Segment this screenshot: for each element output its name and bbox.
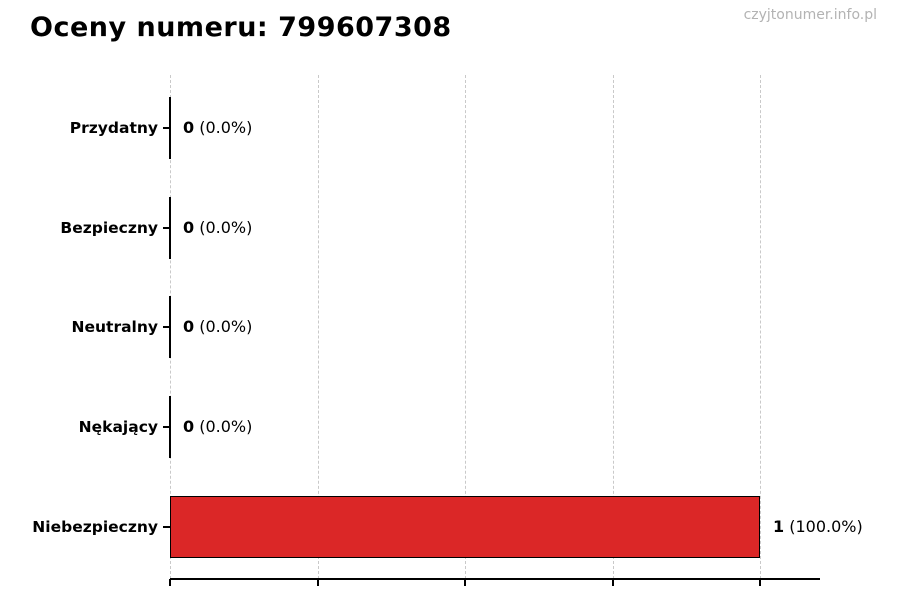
value-label: 0 (0.0%) xyxy=(183,217,252,239)
bar xyxy=(168,396,171,459)
bar xyxy=(170,495,760,558)
value-count: 0 xyxy=(183,217,195,237)
chart-title: Oceny numeru: 799607308 xyxy=(30,12,452,43)
value-percent: (0.0%) xyxy=(194,317,253,337)
value-label: 0 (0.0%) xyxy=(183,416,252,438)
site-watermark: czyjtonumer.info.pl xyxy=(743,7,877,23)
bar xyxy=(168,296,171,359)
value-count: 0 xyxy=(183,118,195,137)
value-count: 1 xyxy=(773,516,785,536)
value-percent: (0.0%) xyxy=(194,118,253,137)
x-gridline xyxy=(612,75,614,579)
y-axis-tick xyxy=(163,426,170,429)
x-gridline xyxy=(317,75,319,579)
x-axis-tick xyxy=(464,579,466,586)
value-count: 0 xyxy=(183,317,195,337)
x-axis-tick xyxy=(169,579,171,586)
y-axis-tick xyxy=(163,326,170,329)
y-axis-tick xyxy=(163,525,170,528)
category-label: Nękający xyxy=(78,418,158,437)
value-percent: (0.0%) xyxy=(194,417,253,437)
bar xyxy=(168,97,171,159)
value-label: 0 (0.0%) xyxy=(183,316,252,338)
value-label: 1 (100.0%) xyxy=(773,516,863,538)
category-label: Neutralny xyxy=(71,318,158,337)
category-label: Niebezpieczny xyxy=(32,517,158,536)
category-label: Bezpieczny xyxy=(60,218,158,237)
value-percent: (0.0%) xyxy=(194,217,253,237)
x-gridline xyxy=(465,75,466,579)
bar xyxy=(168,196,171,259)
x-axis-tick xyxy=(759,579,761,586)
category-label: Przydatny xyxy=(69,119,158,137)
value-label: 0 (0.0%) xyxy=(183,117,252,139)
x-axis-tick xyxy=(316,579,319,586)
value-count: 0 xyxy=(183,417,195,437)
y-axis-tick xyxy=(163,226,170,229)
y-axis-tick xyxy=(163,127,170,129)
x-axis-line xyxy=(170,578,820,580)
x-gridline xyxy=(760,75,761,579)
value-percent: (100.0%) xyxy=(784,516,863,536)
x-axis-tick xyxy=(611,579,614,586)
x-gridline xyxy=(170,75,171,579)
